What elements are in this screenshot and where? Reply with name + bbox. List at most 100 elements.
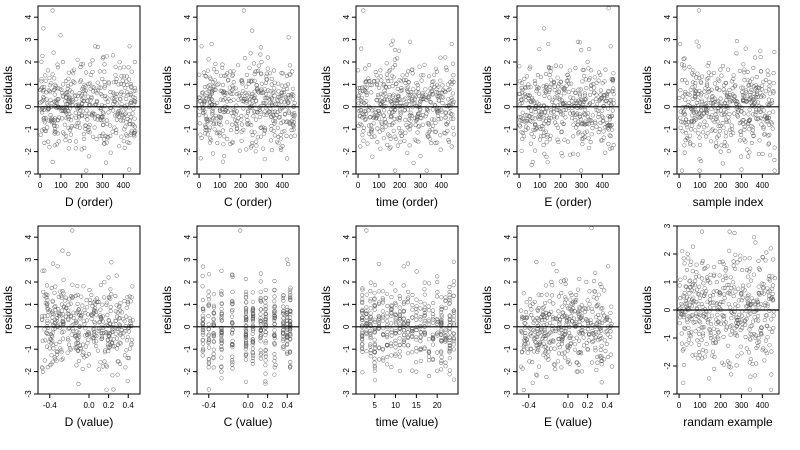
data-point [77, 310, 82, 315]
data-point [60, 336, 66, 341]
data-point [48, 98, 53, 103]
data-point [736, 286, 741, 291]
data-point [272, 365, 277, 370]
data-point [747, 107, 752, 112]
data-point [56, 139, 61, 144]
data-point [84, 332, 90, 337]
data-point [407, 124, 413, 129]
data-point [743, 94, 748, 99]
data-point [210, 98, 215, 103]
data-point [82, 308, 87, 313]
data-point [772, 168, 777, 173]
data-point [740, 118, 745, 123]
data-point [716, 105, 721, 110]
data-point [527, 66, 532, 71]
data-point [535, 100, 540, 105]
data-point [201, 328, 206, 333]
data-point [754, 88, 759, 93]
data-point [288, 359, 293, 365]
data-point [258, 298, 263, 303]
data-point [693, 319, 698, 324]
data-point [59, 348, 64, 353]
data-point [715, 119, 720, 124]
y-tick-label: 4 [24, 14, 33, 19]
data-point [450, 125, 456, 130]
data-point [397, 118, 402, 123]
data-point [586, 66, 591, 71]
y-tick-label: 4 [342, 234, 351, 239]
data-point [723, 268, 728, 273]
data-point [555, 359, 561, 364]
data-point [358, 144, 363, 149]
data-point [596, 108, 601, 113]
data-point [724, 130, 729, 135]
data-point [584, 317, 589, 322]
data-point [430, 117, 435, 122]
data-point [699, 100, 704, 105]
data-point [121, 330, 126, 335]
data-point [602, 338, 607, 343]
data-point [422, 280, 427, 285]
data-point [57, 86, 62, 91]
data-point [251, 114, 256, 119]
data-point [580, 142, 585, 147]
data-point [697, 274, 702, 279]
data-point [611, 71, 616, 76]
data-point [447, 289, 452, 295]
data-point [415, 111, 421, 116]
data-point [200, 346, 206, 351]
data-point [747, 269, 752, 274]
data-point [435, 140, 440, 145]
data-point [418, 317, 423, 322]
data-point [288, 319, 293, 324]
data-point [368, 306, 373, 311]
data-point [231, 80, 236, 85]
data-point [542, 151, 547, 156]
data-point [602, 288, 607, 293]
data-point [199, 44, 204, 49]
data-point [426, 349, 431, 354]
data-point [560, 351, 565, 356]
data-point [439, 107, 444, 112]
data-point [99, 133, 105, 138]
data-point [772, 157, 777, 163]
data-point [230, 301, 235, 306]
data-point [540, 306, 545, 311]
data-point [450, 91, 456, 96]
data-point [273, 119, 278, 124]
data-point [447, 317, 452, 322]
data-point [575, 287, 581, 292]
data-point [688, 119, 694, 124]
data-point [368, 299, 373, 304]
data-point [283, 83, 288, 88]
data-point [78, 347, 83, 352]
data-point [128, 99, 134, 104]
data-point [234, 109, 239, 114]
data-point [567, 68, 572, 73]
data-point [118, 301, 123, 306]
data-point [73, 93, 78, 98]
data-point [763, 338, 769, 343]
data-point [381, 93, 386, 98]
data-point [583, 112, 588, 117]
data-point [368, 311, 373, 316]
data-point [426, 319, 431, 324]
data-point [418, 306, 423, 311]
data-point [288, 287, 293, 292]
data-point [81, 284, 86, 289]
data-point [756, 258, 761, 263]
y-axis-label: residuals [640, 286, 654, 334]
data-point [402, 333, 407, 338]
data-point [372, 282, 378, 288]
data-point [72, 94, 77, 99]
data-point [406, 90, 411, 95]
data-point [712, 354, 717, 359]
data-point [702, 119, 707, 124]
data-point [124, 120, 129, 125]
data-point [407, 113, 412, 118]
data-point [55, 62, 60, 67]
data-point [724, 266, 729, 271]
data-point [282, 129, 287, 134]
y-tick-label: 0 [183, 104, 192, 109]
